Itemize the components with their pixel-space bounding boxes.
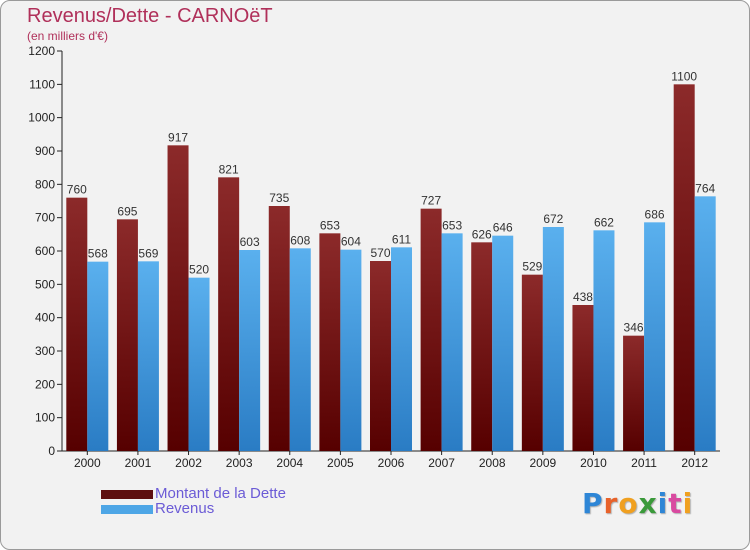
x-tick-label: 2004 [276,456,303,470]
bar-revenus [340,249,362,451]
x-tick-label: 2012 [681,456,708,470]
y-tick-label: 1000 [28,111,55,125]
data-label-revenus: 568 [88,247,108,261]
data-label-dette: 529 [522,260,542,274]
logo-letter: t [668,487,683,520]
y-tick-label: 1100 [29,77,55,91]
legend-label-revenus: Revenus [155,500,215,517]
data-label-revenus: 672 [543,212,563,226]
logo-letter: i [657,487,669,520]
data-label-revenus: 611 [392,232,411,246]
data-label-dette: 821 [219,162,239,176]
bar-revenus [492,235,514,451]
data-label-dette: 346 [624,321,644,335]
x-tick-label: 2010 [580,456,607,470]
bar-dette [370,261,391,451]
y-tick-label: 500 [35,277,55,291]
data-label-dette: 1100 [671,69,697,83]
bar-dette [521,274,543,451]
x-tick-label: 2009 [529,456,556,470]
data-label-revenus: 764 [695,181,715,195]
data-label-dette: 735 [269,191,289,205]
data-label-revenus: 686 [645,207,665,221]
data-label-revenus: 653 [442,218,462,232]
data-label-dette: 917 [168,130,188,144]
y-tick-label: 100 [35,411,55,425]
y-tick-label: 900 [35,144,55,158]
data-label-revenus: 662 [594,215,614,229]
bar-revenus [391,247,412,451]
data-label-revenus: 604 [341,235,361,249]
logo-letter: x [638,487,658,520]
bar-revenus [188,277,210,451]
x-tick-label: 2008 [479,456,506,470]
logo-letter: o [618,487,639,520]
x-tick-label: 2007 [428,456,455,470]
y-tick-label: 400 [35,311,55,325]
y-tick-label: 200 [35,377,55,391]
bar-dette [66,197,88,451]
bar-revenus [694,196,716,451]
bar-dette [420,208,442,451]
data-label-dette: 570 [370,246,390,260]
bar-revenus [239,250,261,451]
chart-title: Revenus/Dette - CARNOëT [27,5,273,27]
bar-dette [319,233,341,451]
data-label-revenus: 608 [290,233,310,247]
bar-revenus [137,261,159,451]
y-tick-label: 800 [35,177,55,191]
y-tick-label: 700 [35,211,55,225]
bar-dette [572,305,594,451]
bar-revenus [542,227,564,451]
logo-letter: i [682,487,694,520]
data-label-dette: 438 [573,290,593,304]
data-label-revenus: 646 [493,221,513,235]
bar-dette [673,84,695,451]
data-label-dette: 695 [117,204,137,218]
logo-letter: r [603,487,619,520]
y-tick-label: 1200 [28,44,55,58]
x-tick-label: 2005 [327,456,354,470]
x-tick-label: 2006 [378,456,405,470]
data-label-revenus: 603 [240,235,260,249]
data-label-revenus: 569 [138,246,158,260]
data-label-dette: 727 [421,194,441,208]
data-label-dette: 653 [320,218,340,232]
bar-dette [116,219,138,451]
bar-dette [268,206,290,451]
y-tick-label: 300 [35,344,55,358]
data-label-dette: 626 [472,227,492,241]
y-tick-label: 0 [48,444,55,458]
y-tick-label: 600 [35,244,55,258]
bar-revenus [644,222,666,451]
x-tick-label: 2003 [226,456,253,470]
bar-revenus [289,248,311,451]
data-label-revenus: 520 [189,263,209,277]
logo-letter: P [582,487,604,520]
bar-dette [218,177,240,452]
legend-swatch-revenus [101,505,153,514]
x-tick-label: 2011 [631,456,657,470]
bar-revenus [593,230,615,451]
data-label-dette: 760 [67,183,87,197]
bar-dette [623,335,645,451]
bar-revenus [87,261,109,451]
bar-revenus [441,233,463,451]
x-tick-label: 2000 [74,456,101,470]
legend-label-dette: Montant de la Dette [155,485,286,502]
x-tick-label: 2001 [125,456,152,470]
x-tick-label: 2002 [175,456,202,470]
legend-swatch-dette [101,490,153,499]
bar-dette [471,242,493,451]
proxiti-logo: Proxiti [582,487,693,520]
chart-subtitle: (en milliers d'€) [27,29,108,43]
bar-dette [167,145,189,452]
